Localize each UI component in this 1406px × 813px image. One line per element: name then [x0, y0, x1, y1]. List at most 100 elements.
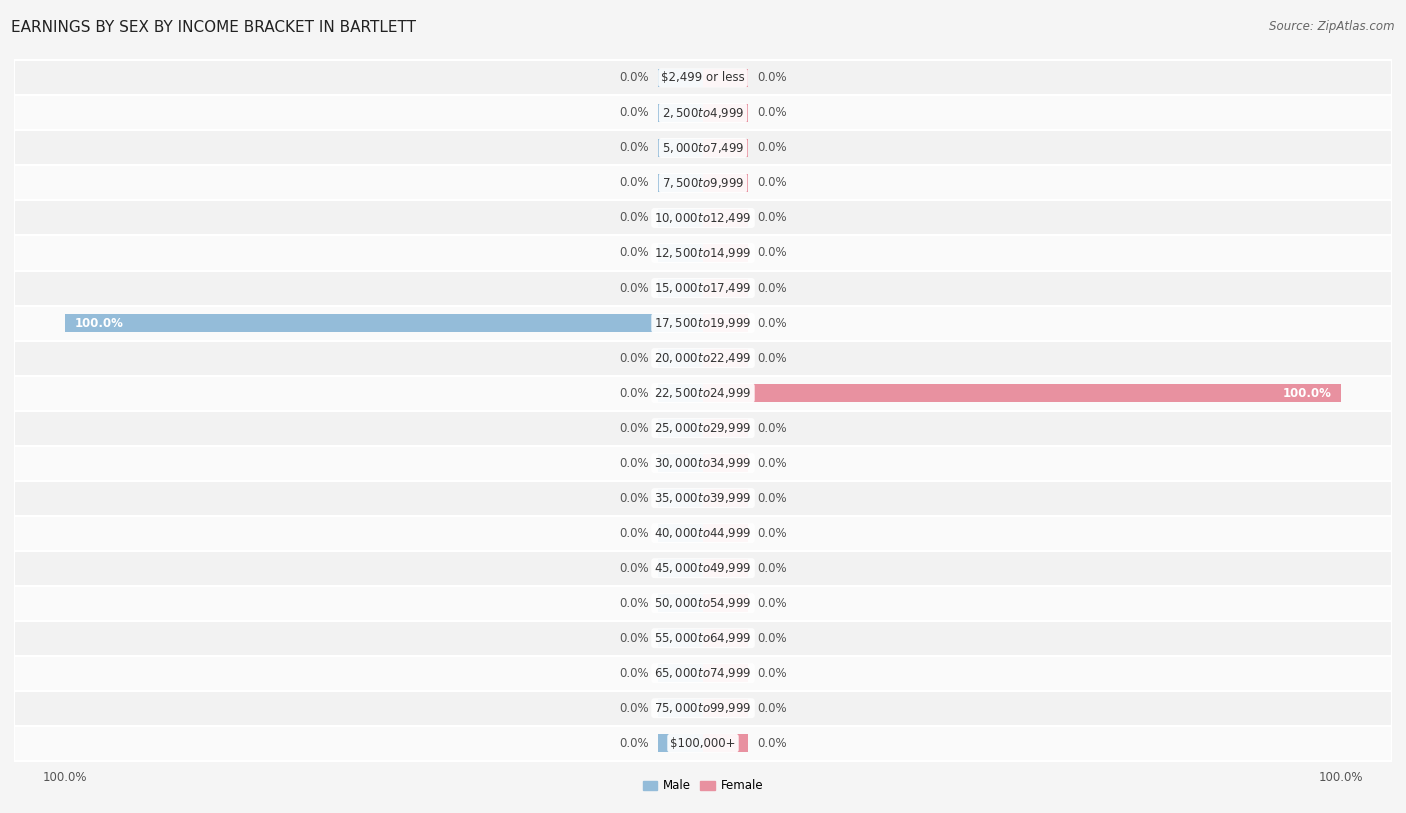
- Bar: [703, 104, 748, 122]
- Text: $30,000 to $34,999: $30,000 to $34,999: [654, 456, 752, 470]
- Bar: [703, 174, 748, 192]
- Text: 100.0%: 100.0%: [75, 316, 124, 329]
- Text: $5,000 to $7,499: $5,000 to $7,499: [662, 141, 744, 155]
- Bar: [14, 166, 1392, 201]
- Text: 0.0%: 0.0%: [619, 107, 648, 120]
- Bar: [703, 559, 748, 577]
- Bar: [658, 69, 703, 87]
- Bar: [703, 314, 748, 333]
- Bar: [703, 594, 748, 612]
- Bar: [14, 95, 1392, 130]
- Text: $75,000 to $99,999: $75,000 to $99,999: [654, 701, 752, 715]
- Bar: [658, 279, 703, 297]
- Text: 0.0%: 0.0%: [758, 422, 787, 435]
- Text: 0.0%: 0.0%: [758, 281, 787, 294]
- Text: 0.0%: 0.0%: [758, 351, 787, 364]
- Text: $40,000 to $44,999: $40,000 to $44,999: [654, 526, 752, 540]
- Bar: [14, 201, 1392, 236]
- Bar: [658, 419, 703, 437]
- Bar: [658, 349, 703, 367]
- Bar: [658, 489, 703, 507]
- Bar: [14, 306, 1392, 341]
- Text: 0.0%: 0.0%: [758, 667, 787, 680]
- Text: 0.0%: 0.0%: [758, 72, 787, 85]
- Bar: [658, 454, 703, 472]
- Text: 0.0%: 0.0%: [758, 141, 787, 154]
- Text: $2,499 or less: $2,499 or less: [661, 72, 745, 85]
- Bar: [658, 174, 703, 192]
- Text: 0.0%: 0.0%: [758, 246, 787, 259]
- Text: 0.0%: 0.0%: [758, 457, 787, 470]
- Bar: [658, 104, 703, 122]
- Text: $25,000 to $29,999: $25,000 to $29,999: [654, 421, 752, 435]
- Text: $7,500 to $9,999: $7,500 to $9,999: [662, 176, 744, 190]
- Bar: [14, 341, 1392, 376]
- Bar: [703, 349, 748, 367]
- Text: $20,000 to $22,499: $20,000 to $22,499: [654, 351, 752, 365]
- Text: 0.0%: 0.0%: [619, 246, 648, 259]
- Bar: [14, 271, 1392, 306]
- Text: $12,500 to $14,999: $12,500 to $14,999: [654, 246, 752, 260]
- Bar: [14, 655, 1392, 691]
- Text: $35,000 to $39,999: $35,000 to $39,999: [654, 491, 752, 505]
- Text: 0.0%: 0.0%: [619, 702, 648, 715]
- Text: 0.0%: 0.0%: [619, 632, 648, 645]
- Text: 0.0%: 0.0%: [619, 72, 648, 85]
- Bar: [703, 279, 748, 297]
- Bar: [14, 515, 1392, 550]
- Bar: [658, 629, 703, 647]
- Text: 0.0%: 0.0%: [619, 492, 648, 505]
- Text: 0.0%: 0.0%: [758, 211, 787, 224]
- Bar: [703, 244, 748, 262]
- Text: 0.0%: 0.0%: [758, 176, 787, 189]
- Text: 0.0%: 0.0%: [619, 597, 648, 610]
- Bar: [65, 314, 703, 333]
- Text: 0.0%: 0.0%: [619, 562, 648, 575]
- Text: $15,000 to $17,499: $15,000 to $17,499: [654, 281, 752, 295]
- Text: 0.0%: 0.0%: [619, 737, 648, 750]
- Bar: [14, 236, 1392, 271]
- Text: Source: ZipAtlas.com: Source: ZipAtlas.com: [1270, 20, 1395, 33]
- Legend: Male, Female: Male, Female: [638, 775, 768, 798]
- Text: 0.0%: 0.0%: [619, 141, 648, 154]
- Bar: [658, 734, 703, 752]
- Bar: [703, 629, 748, 647]
- Bar: [14, 550, 1392, 585]
- Bar: [703, 419, 748, 437]
- Bar: [14, 691, 1392, 726]
- Text: 0.0%: 0.0%: [619, 176, 648, 189]
- Bar: [703, 734, 748, 752]
- Text: $100,000+: $100,000+: [671, 737, 735, 750]
- Bar: [14, 376, 1392, 411]
- Text: 0.0%: 0.0%: [619, 386, 648, 399]
- Text: 0.0%: 0.0%: [619, 527, 648, 540]
- Bar: [703, 489, 748, 507]
- Text: 0.0%: 0.0%: [619, 211, 648, 224]
- Text: $45,000 to $49,999: $45,000 to $49,999: [654, 561, 752, 575]
- Text: $17,500 to $19,999: $17,500 to $19,999: [654, 316, 752, 330]
- Text: 0.0%: 0.0%: [619, 281, 648, 294]
- Text: $10,000 to $12,499: $10,000 to $12,499: [654, 211, 752, 225]
- Text: $50,000 to $54,999: $50,000 to $54,999: [654, 596, 752, 610]
- Text: 0.0%: 0.0%: [758, 492, 787, 505]
- Text: 0.0%: 0.0%: [758, 702, 787, 715]
- Bar: [14, 446, 1392, 480]
- Bar: [658, 664, 703, 682]
- Text: $65,000 to $74,999: $65,000 to $74,999: [654, 666, 752, 680]
- Text: 0.0%: 0.0%: [758, 107, 787, 120]
- Bar: [14, 585, 1392, 620]
- Text: 0.0%: 0.0%: [619, 422, 648, 435]
- Text: 0.0%: 0.0%: [758, 562, 787, 575]
- Bar: [703, 664, 748, 682]
- Bar: [14, 411, 1392, 446]
- Bar: [658, 594, 703, 612]
- Bar: [658, 699, 703, 717]
- Text: 100.0%: 100.0%: [1282, 386, 1331, 399]
- Bar: [703, 139, 748, 157]
- Text: 0.0%: 0.0%: [758, 632, 787, 645]
- Bar: [14, 480, 1392, 515]
- Text: 0.0%: 0.0%: [758, 527, 787, 540]
- Bar: [703, 69, 748, 87]
- Bar: [658, 139, 703, 157]
- Bar: [703, 384, 1341, 402]
